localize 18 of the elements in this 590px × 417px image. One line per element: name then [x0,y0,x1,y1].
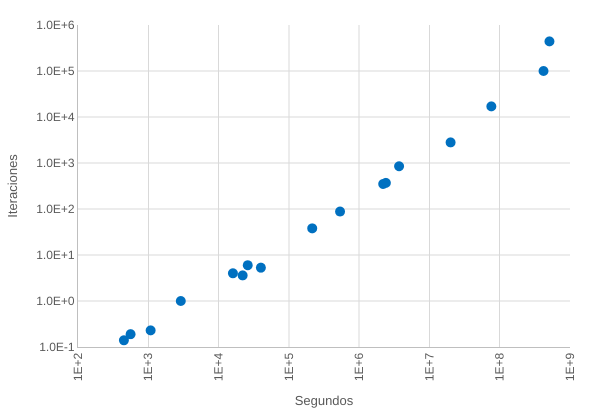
x-tick-label: 1E+9 [562,352,577,382]
x-tick-label: 1E+6 [352,352,366,382]
y-tick-label: 1.0E+5 [36,64,75,78]
y-tick-label: 1.0E+2 [36,202,75,216]
y-tick-label: 1.0E-1 [39,340,75,354]
x-tick-label: 1E+7 [422,352,436,382]
x-tick-label: 1E+2 [70,352,85,382]
y-tick-label: 1.0E+1 [36,248,75,262]
x-tick-label: 1E+3 [141,352,156,382]
y-tick-label: 1.0E+4 [36,110,75,124]
x-tick-label: 1E+4 [211,352,226,382]
x-tick-label: 1E+8 [492,352,507,382]
x-tick-label: 1E+5 [282,352,296,382]
x-axis-title: Segundos [294,392,354,408]
y-tick-label: 1.0E+0 [36,294,75,308]
y-tick-label: 1.0E+6 [36,18,75,32]
y-tick-label: 1.0E+3 [36,156,75,170]
y-axis-title: Iteraciones [5,154,20,218]
